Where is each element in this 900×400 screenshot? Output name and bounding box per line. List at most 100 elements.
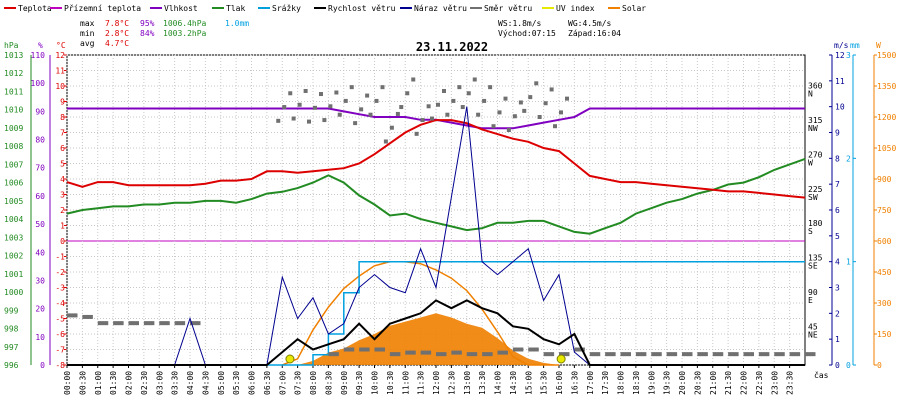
press-tick-label: 999: [4, 306, 19, 315]
time-tick-label: 20:30: [693, 371, 702, 395]
time-tick-label: 17:00: [586, 371, 595, 395]
hum-tick-label: 80: [35, 136, 45, 145]
ground-temp-point: [697, 352, 701, 357]
wind-dir-point: [534, 81, 539, 86]
solar-tick-label: 900: [877, 175, 892, 184]
ground-temp-point: [113, 321, 117, 326]
stats-max-hum: 95%: [140, 19, 155, 28]
wind-dir-point: [313, 105, 317, 110]
ground-temp-point: [120, 321, 124, 326]
ground-temp-point: [502, 350, 506, 355]
time-tick-label: 02:00: [125, 371, 134, 395]
wind-dir-point: [383, 139, 388, 144]
time-tick-label: 05:30: [232, 371, 241, 395]
ground-temp-point: [743, 352, 747, 357]
time-tick-label: 09:30: [355, 371, 364, 395]
wind-dir-point: [334, 90, 339, 95]
press-tick-label: 1010: [4, 106, 23, 115]
ground-temp-point: [487, 352, 491, 357]
dir-tick-code: SW: [808, 193, 818, 202]
dir-tick-code: SE: [808, 262, 818, 271]
ground-temp-point: [330, 352, 334, 357]
temp-tick-label: -6: [55, 330, 65, 339]
ground-temp-point: [484, 352, 488, 357]
ground-temp-point: [805, 352, 808, 357]
wind-tick-label: 3: [835, 284, 840, 293]
dir-tick-deg: 315: [808, 116, 823, 125]
wind-dir-point: [497, 110, 502, 115]
ground-temp-point: [474, 352, 478, 357]
time-tick-label: 01:30: [109, 371, 118, 395]
ground-temp-point: [520, 347, 524, 352]
axis-units: hPa % °C m/s mm W čas: [4, 41, 881, 380]
wind-dir-point: [405, 91, 410, 96]
rain-tick-label: 2: [846, 154, 851, 163]
ground-temp-point: [797, 352, 801, 357]
ground-temp-point: [179, 321, 183, 326]
temp-tick-label: 9: [60, 98, 65, 107]
ground-temp-point: [515, 347, 519, 352]
wind-dir-point: [472, 77, 477, 82]
dir-tick-deg: 135: [808, 254, 823, 263]
ground-temp-point: [559, 352, 562, 357]
ground-temp-point: [638, 352, 642, 357]
time-tick-label: 02:30: [140, 371, 149, 395]
ground-temp-point: [505, 350, 508, 355]
wind-dir-point: [488, 85, 493, 90]
ground-temp-point: [528, 347, 532, 352]
wind-dir-point: [451, 98, 456, 103]
ground-temp-point: [100, 321, 104, 326]
wind-dir-point: [368, 112, 373, 117]
hum-tick-label: 90: [35, 107, 45, 116]
wind-tick-label: 2: [835, 309, 840, 318]
ground-temp-point: [84, 314, 88, 319]
wind-dir-point: [319, 92, 323, 97]
ground-temp-point: [133, 321, 137, 326]
ground-temp-point: [751, 352, 754, 357]
ground-temp-point: [148, 321, 152, 326]
ground-temp-point: [441, 352, 444, 357]
ground-temp-point: [592, 352, 596, 357]
dir-tick-code: NW: [808, 124, 818, 133]
unit-wind: m/s: [834, 41, 849, 50]
ground-temp-point: [105, 321, 109, 326]
ground-temp-point: [436, 352, 439, 357]
ground-temp-point: [374, 347, 378, 352]
ground-temp-point: [469, 352, 473, 357]
rain-tick-label: 1: [846, 258, 851, 267]
wind-dir-point: [282, 105, 287, 110]
wind-dir-point: [395, 111, 400, 116]
legend-label: Srážky: [272, 4, 301, 13]
wind-dir-point: [399, 105, 404, 110]
ground-temp-point: [579, 347, 583, 352]
time-tick-label: 07:00: [278, 371, 287, 395]
ground-temp-point: [712, 352, 716, 357]
wind-dir-point: [553, 124, 557, 129]
ground-temp-point: [674, 352, 678, 357]
unit-press: hPa: [4, 41, 19, 50]
ground-temp-point: [766, 352, 770, 357]
ground-temp-point: [761, 352, 765, 357]
temp-tick-label: 2: [60, 206, 65, 215]
wind-tick-label: 5: [835, 232, 840, 241]
ground-temp-point: [781, 352, 785, 357]
solar-tick-label: 600: [877, 237, 892, 246]
hum-tick-label: 110: [31, 51, 46, 60]
ground-temp-point: [717, 352, 721, 357]
ground-temp-point: [533, 347, 537, 352]
time-tick-label: 16:30: [570, 371, 579, 395]
dir-tick-code: N: [808, 89, 813, 98]
ground-temp-point: [82, 314, 86, 319]
ground-temp-point: [512, 347, 516, 352]
temp-tick-label: 3: [60, 191, 65, 200]
ground-temp-point: [574, 347, 578, 352]
wind-dir-point: [276, 118, 281, 123]
ground-temp-point: [146, 321, 150, 326]
temp-tick-label: -8: [55, 361, 65, 370]
dir-tick-deg: 45: [808, 323, 818, 332]
solar-theoretical-line: [282, 260, 559, 366]
ground-temp-point: [87, 314, 91, 319]
wind-dir-point: [491, 124, 496, 129]
wind-dir-point: [476, 112, 481, 117]
temp-tick-label: -1: [55, 253, 65, 262]
